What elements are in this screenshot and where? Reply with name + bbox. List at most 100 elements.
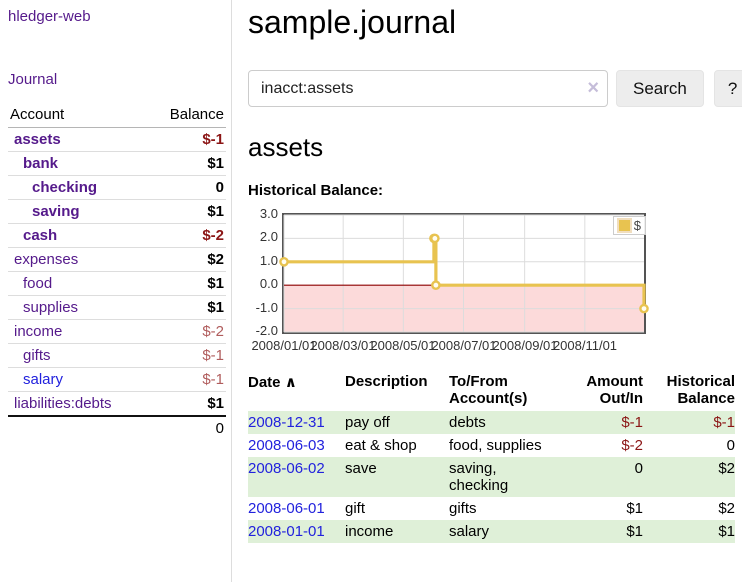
register-description: income	[345, 520, 449, 543]
register-description: gift	[345, 500, 366, 517]
sidebar-account-balance: $-1	[148, 343, 226, 368]
account-row: saving $1	[8, 199, 226, 224]
account-row: gifts $-1	[8, 343, 226, 368]
sidebar-account-link[interactable]: income	[14, 323, 63, 340]
sidebar-account-link[interactable]: bank	[23, 155, 59, 172]
account-cell: bank	[8, 151, 149, 176]
x-axis-tick-label: 2008/09/01	[492, 338, 558, 353]
search-input[interactable]	[248, 70, 608, 107]
sidebar-account-balance: $-2	[148, 223, 226, 248]
sidebar-account-balance: $-1	[202, 131, 224, 148]
x-axis-tick-label: 2008/07/01	[431, 338, 497, 353]
register-balance: $2	[643, 457, 735, 497]
accounts-col-balance: Balance	[148, 102, 226, 128]
sidebar-account-balance: 0	[148, 175, 226, 200]
search-button[interactable]: Search	[616, 70, 704, 107]
register-date-cell: 2008-12-31	[248, 411, 345, 434]
account-heading: assets	[248, 132, 324, 162]
account-row: food $1	[8, 271, 226, 296]
register-accounts: salary	[449, 520, 571, 543]
account-row: salary $-1	[8, 367, 226, 392]
help-button[interactable]: ?	[713, 70, 742, 107]
sidebar-account-link[interactable]: cash	[23, 227, 58, 244]
register-row: 2008-06-01 gift gifts $1 $2	[248, 497, 735, 520]
register-date-link[interactable]: 2008-06-03	[248, 437, 325, 454]
chart-title: Historical Balance:	[248, 182, 384, 199]
register-amount: $-2	[621, 437, 643, 454]
x-axis-tick-label: 2008/01/01	[251, 338, 317, 353]
accounts-col-account: Account	[8, 102, 149, 128]
sidebar-account-link[interactable]: supplies	[23, 299, 79, 316]
sort-asc-icon: ∧	[284, 374, 297, 391]
sidebar-item-journal[interactable]: Journal	[8, 71, 58, 88]
brand-link[interactable]: hledger-web	[8, 8, 91, 25]
y-axis-tick-label: -1.0	[255, 300, 278, 315]
legend-swatch-icon	[616, 218, 632, 233]
register-balance: $-1	[643, 411, 735, 434]
account-cell: salary	[8, 367, 149, 392]
register-description: eat & shop	[345, 437, 417, 454]
account-cell: income	[8, 319, 149, 344]
register-col-balance: Historical Balance	[666, 373, 735, 407]
register-balance: $2	[718, 500, 735, 517]
register-row: 2008-12-31 pay off debts $-1 $-1	[248, 411, 735, 434]
clear-search-icon[interactable]: ×	[587, 77, 599, 99]
register-table: Date ∧ Description To/From Account(s) Am…	[248, 371, 735, 543]
register-amount: $1	[626, 500, 643, 517]
register-accounts: gifts	[449, 500, 477, 517]
register-date-link[interactable]: 2008-06-02	[248, 460, 325, 477]
register-header-row: Date ∧ Description To/From Account(s) Am…	[248, 371, 735, 411]
register-row: 2008-06-02 save saving, checking 0 $2	[248, 457, 735, 497]
y-axis-tick-label: 1.0	[259, 253, 278, 268]
register-balance: 0	[726, 437, 735, 454]
y-axis-tick-label: -2.0	[255, 323, 278, 338]
search-form: × Search ?	[248, 70, 742, 107]
register-col-date[interactable]: Date ∧	[248, 374, 297, 391]
register-accounts: debts	[449, 411, 571, 434]
sidebar-account-link[interactable]: liabilities:debts	[14, 395, 112, 412]
register-accounts: saving, checking	[449, 457, 571, 497]
account-cell: supplies	[8, 295, 149, 320]
account-row: cash $-2	[8, 223, 226, 248]
account-cell: food	[8, 271, 149, 296]
search-input-wrap: ×	[248, 70, 608, 107]
account-cell: assets	[8, 128, 149, 152]
chart-plot-area	[279, 213, 649, 334]
sidebar-account-link[interactable]: saving	[32, 203, 80, 220]
page-title: sample.journal	[248, 4, 457, 40]
accounts-table: Account Balance assets $-1 bank $1 checking 0…	[8, 102, 226, 440]
register-balance: $1	[643, 520, 735, 543]
account-cell: checking	[8, 175, 149, 200]
sidebar-account-link[interactable]: expenses	[14, 251, 79, 268]
register-date-link[interactable]: 2008-01-01	[248, 523, 325, 540]
sidebar-account-link[interactable]: salary	[23, 371, 64, 388]
y-axis-tick-label: 0.0	[259, 276, 278, 291]
register-date-link[interactable]: 2008-06-01	[248, 500, 325, 517]
sidebar-account-balance: $-2	[148, 319, 226, 344]
account-row: assets $-1	[8, 128, 226, 152]
account-row: bank $1	[8, 151, 226, 176]
sidebar-account-balance: $1	[148, 271, 226, 296]
account-cell: saving	[8, 199, 149, 224]
register-accounts: food, supplies	[449, 437, 542, 454]
sidebar-account-link[interactable]: gifts	[23, 347, 51, 364]
sidebar-account-link[interactable]: assets	[14, 131, 61, 148]
account-row: liabilities:debts $1	[8, 391, 226, 416]
sidebar-account-link[interactable]: checking	[32, 179, 98, 196]
sidebar-account-balance: $2	[148, 247, 226, 272]
register-date-cell: 2008-06-03	[248, 434, 345, 457]
account-row: income $-2	[8, 319, 226, 344]
sidebar: hledger-web Journal Account Balance asse…	[0, 0, 232, 582]
accounts-total-spacer	[8, 415, 149, 440]
register-date-link[interactable]: 2008-12-31	[248, 414, 325, 431]
accounts-total-row: 0	[8, 415, 226, 440]
historical-balance-chart: $ 3.0 2.0 1.0 0.0 -1.0 -2.0 2008/01/01 2008/03/…	[248, 206, 650, 355]
sidebar-account-balance: $1	[148, 391, 226, 416]
account-row: checking 0	[8, 175, 226, 200]
y-axis-tick-label: 2.0	[259, 229, 278, 244]
y-axis-tick-label: 3.0	[259, 206, 278, 221]
accounts-total-value: 0	[148, 415, 226, 440]
sidebar-account-link[interactable]: food	[23, 275, 53, 292]
x-axis-tick-label: 2008/05/01	[370, 338, 436, 353]
register-row: 2008-06-03 eat & shop food, supplies $-2 0	[248, 434, 735, 457]
